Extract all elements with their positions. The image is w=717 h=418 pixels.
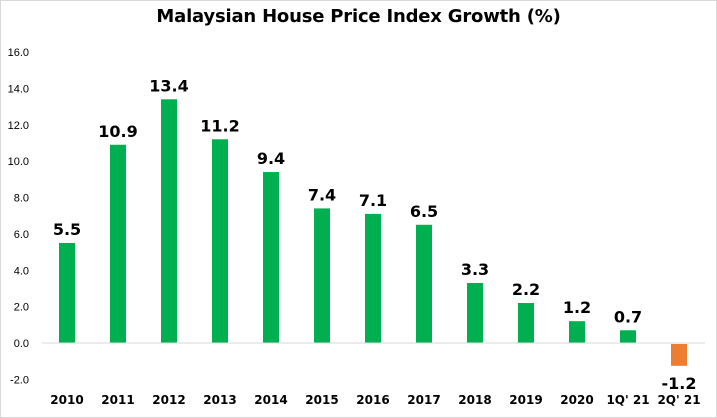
bar-2Q21 — [671, 344, 687, 366]
x-tick-label: 2019 — [509, 393, 542, 407]
bar-2011 — [110, 144, 126, 343]
y-tick-label: -2.0 — [10, 374, 29, 386]
x-tick-label: 2013 — [203, 393, 236, 407]
data-label: 13.4 — [149, 76, 188, 95]
bar-2014 — [263, 172, 279, 343]
y-tick-label: 4.0 — [14, 265, 29, 277]
chart-title: Malaysian House Price Index Growth (%) — [156, 6, 561, 27]
data-label: 9.4 — [257, 149, 285, 168]
bar-2019 — [518, 302, 534, 343]
bar-2012 — [161, 99, 177, 343]
bar-2015 — [314, 208, 330, 343]
data-label: 0.7 — [614, 307, 642, 326]
x-tick-label: 2018 — [458, 393, 491, 407]
y-tick-label: 6.0 — [14, 229, 29, 241]
data-label: 6.5 — [410, 202, 438, 221]
y-tick-label: 2.0 — [14, 302, 29, 314]
y-tick-label: 8.0 — [14, 193, 29, 205]
y-tick-label: 16.0 — [8, 47, 29, 59]
x-tick-label: 2015 — [305, 393, 338, 407]
x-tick-label: 2014 — [254, 393, 287, 407]
x-tick-label: 2Q' 21 — [657, 393, 700, 407]
data-label: 11.2 — [200, 116, 239, 135]
data-label: 5.5 — [53, 220, 81, 239]
bar-2018 — [467, 282, 483, 343]
data-label: 10.9 — [98, 122, 137, 141]
x-tick-label: 2011 — [101, 393, 134, 407]
data-label: 7.1 — [359, 191, 387, 210]
data-label: 3.3 — [461, 260, 489, 279]
x-tick-label: 1Q' 21 — [606, 393, 649, 407]
x-tick-label: 2017 — [407, 393, 440, 407]
bar-1Q21 — [620, 330, 636, 343]
bar-2020 — [569, 321, 585, 343]
y-tick-label: 12.0 — [8, 120, 29, 132]
y-tick-label: 10.0 — [8, 156, 29, 168]
x-tick-label: 2012 — [152, 393, 185, 407]
bar-2013 — [212, 139, 228, 343]
data-label: 1.2 — [563, 298, 591, 317]
x-tick-label: 2016 — [356, 393, 389, 407]
bars — [59, 99, 687, 366]
data-label: -1.2 — [662, 374, 697, 393]
x-tick-label: 2020 — [560, 393, 593, 407]
data-labels: 5.5 10.9 13.4 11.2 9.4 7.4 7.1 6.5 3.3 2.2 1.2 0.7 -… — [53, 76, 697, 393]
data-label: 7.4 — [308, 185, 336, 204]
y-axis: 16.0 14.0 12.0 10.0 8.0 6.0 4.0 2.0 0.0 -2.0 — [8, 47, 29, 386]
y-tick-label: 0.0 — [14, 338, 29, 350]
bar-2010 — [59, 242, 75, 343]
x-tick-label: 2010 — [50, 393, 83, 407]
bar-2017 — [416, 224, 432, 343]
y-tick-label: 14.0 — [8, 83, 29, 95]
bar-2016 — [365, 213, 381, 343]
data-label: 2.2 — [512, 280, 540, 299]
x-axis: 2010 2011 2012 2013 2014 2015 2016 2017 2018 2019… — [50, 393, 700, 407]
